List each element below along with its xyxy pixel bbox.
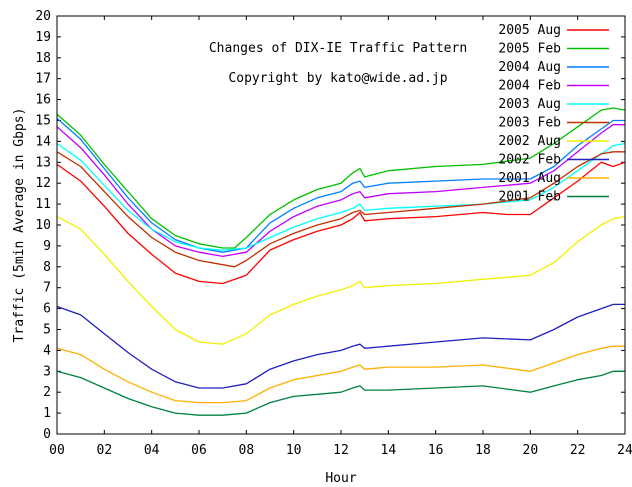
series-line-2001-aug — [56, 345, 625, 404]
y-tick-label: 18 — [35, 51, 51, 66]
series-line-2005-aug — [56, 161, 626, 285]
y-tick-label: 0 — [43, 427, 51, 442]
x-tick-label: 06 — [191, 443, 207, 458]
y-tick-label: 1 — [43, 406, 51, 421]
x-axis-ticks: 00 02 04 06 08 10 12 14 16 18 20 22 24 — [49, 16, 632, 458]
x-tick-label: 10 — [286, 443, 302, 458]
x-tick-label: 00 — [49, 443, 65, 458]
y-tick-label: 9 — [43, 239, 51, 254]
plot-frame — [56, 15, 626, 435]
y-tick-label: 10 — [35, 218, 51, 233]
x-tick-label: 18 — [475, 443, 491, 458]
y-tick-label: 3 — [43, 364, 51, 379]
y-tick-label: 17 — [35, 72, 51, 87]
x-tick-label: 14 — [381, 443, 397, 458]
y-tick-label: 6 — [43, 302, 51, 317]
y-axis-label: Traffic (5min Average in Gbps) — [12, 108, 27, 343]
x-tick-label: 12 — [333, 443, 349, 458]
chart-title-annotation: Changes of DIX-IE Traffic Pattern — [209, 41, 467, 56]
y-tick-label: 15 — [35, 114, 51, 129]
y-tick-label: 19 — [35, 30, 51, 45]
x-tick-label: 02 — [97, 443, 113, 458]
legend-label: 2003 Aug — [498, 97, 561, 112]
legend-label: 2001 Feb — [498, 190, 561, 205]
series-line-2003-aug — [56, 142, 626, 251]
y-tick-label: 20 — [35, 9, 51, 24]
x-tick-label: 24 — [617, 443, 632, 458]
series-line-2003-feb — [56, 151, 625, 268]
y-tick-label: 5 — [43, 323, 51, 338]
series-line-2005-feb — [56, 107, 626, 249]
legend-label: 2003 Feb — [498, 116, 561, 131]
y-tick-label: 4 — [43, 343, 51, 358]
x-axis-label: Hour — [325, 471, 356, 486]
y-tick-label: 14 — [35, 134, 51, 149]
legend-label: 2004 Aug — [498, 60, 561, 75]
legend: 2005 Aug 2005 Feb 2004 Aug 2004 Feb 2003 Aug… — [498, 23, 609, 205]
x-tick-label: 04 — [144, 443, 160, 458]
copyright-annotation: Copyright by kato@wide.ad.jp — [228, 71, 447, 86]
y-tick-label: 8 — [43, 260, 51, 275]
x-tick-label: 22 — [570, 443, 586, 458]
y-tick-label: 13 — [35, 155, 51, 170]
y-tick-label: 16 — [35, 93, 51, 108]
legend-label: 2001 Aug — [498, 171, 561, 186]
legend-label: 2002 Aug — [498, 134, 561, 149]
series-line-2004-aug — [56, 117, 625, 253]
y-tick-label: 7 — [43, 281, 51, 296]
series-line-2002-aug — [56, 215, 626, 345]
x-tick-label: 20 — [523, 443, 539, 458]
legend-label: 2005 Aug — [498, 23, 561, 38]
series-lines — [56, 107, 626, 416]
series-line-2001-feb — [56, 370, 625, 416]
series-line-2002-feb — [56, 303, 625, 389]
x-tick-label: 16 — [428, 443, 444, 458]
y-tick-label: 2 — [43, 385, 51, 400]
legend-label: 2004 Feb — [498, 79, 561, 94]
legend-label: 2002 Feb — [498, 153, 561, 168]
y-tick-label: 12 — [35, 176, 51, 191]
y-tick-label: 11 — [35, 197, 51, 212]
x-tick-label: 08 — [239, 443, 255, 458]
legend-label: 2005 Feb — [498, 42, 561, 57]
